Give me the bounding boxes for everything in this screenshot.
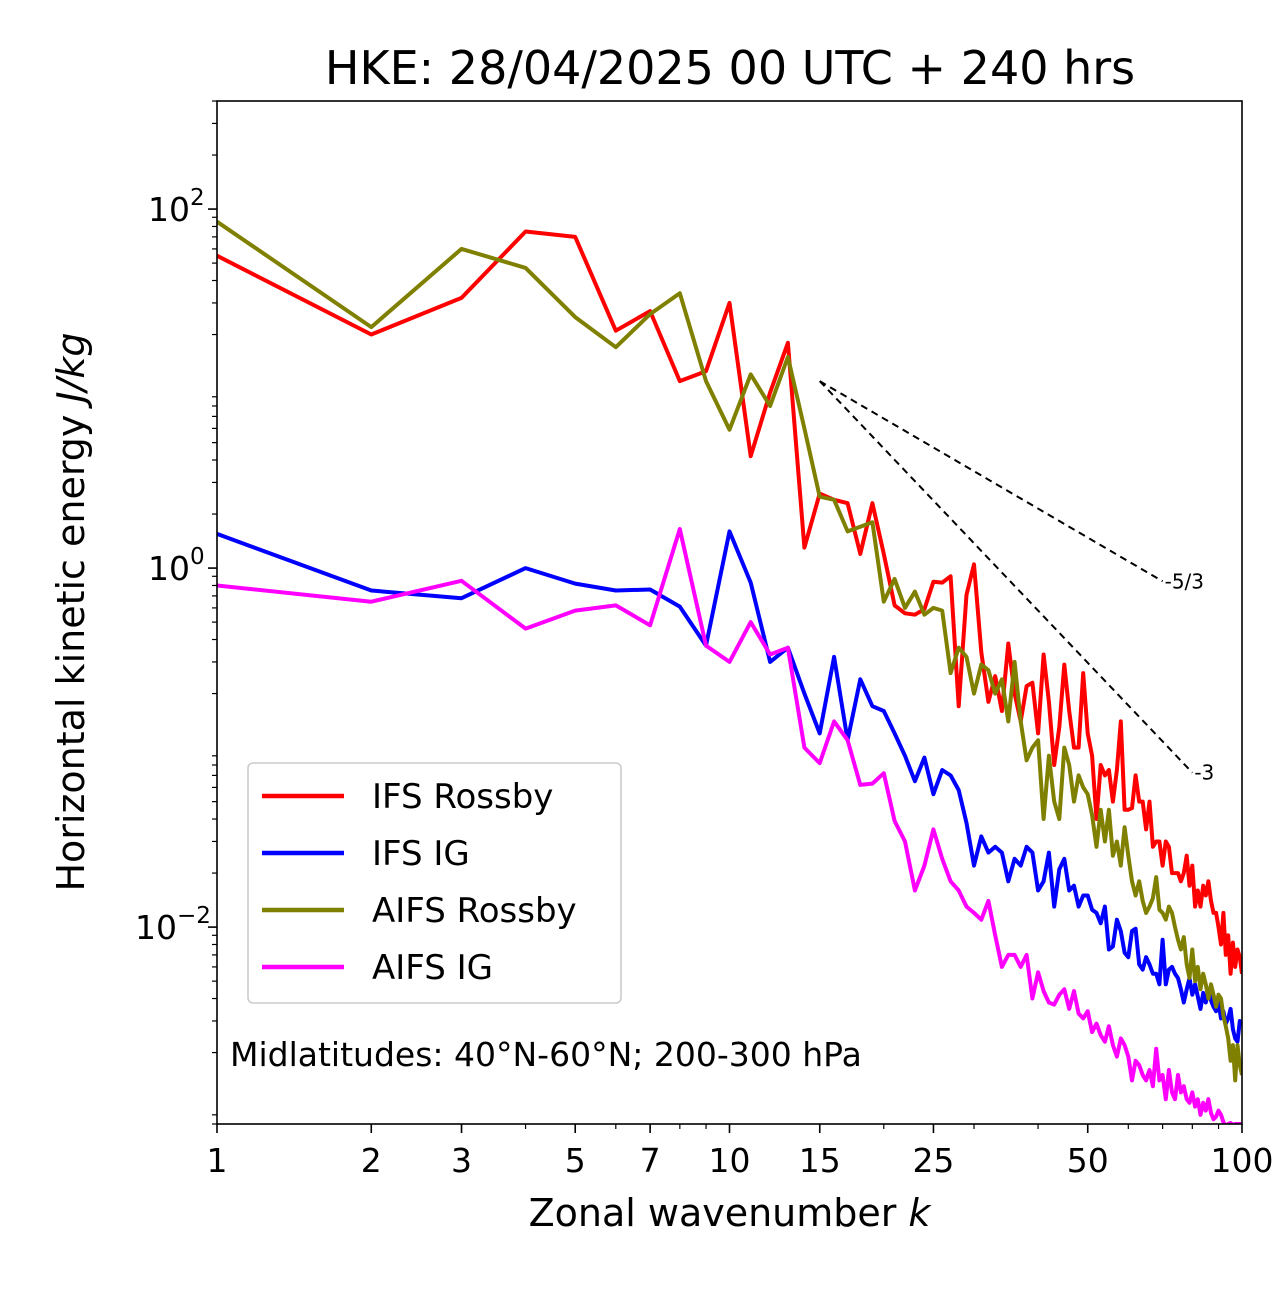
x-tick-label: 2 — [361, 1141, 382, 1180]
legend-box — [247, 762, 622, 1004]
y-tick-label: 10 −2 — [135, 903, 211, 947]
x-axis-label-symbol: k — [908, 1191, 932, 1235]
x-tick-label: 5 — [565, 1141, 586, 1180]
y-tick-label-exponent: 0 — [190, 544, 205, 570]
x-tick-label: 50 — [1067, 1141, 1109, 1180]
y-axis-label-text: Horizontal kinetic energy — [49, 415, 93, 892]
x-axis-label-text: Zonal wavenumber — [529, 1191, 897, 1235]
chart-title: HKE: 28/04/2025 00 UTC + 240 hrs — [325, 41, 1135, 95]
series-line-ifs-ig — [217, 529, 1242, 1044]
reference-slope-label: -5/3 — [1165, 569, 1204, 593]
y-tick-label: 10 2 — [148, 185, 205, 229]
y-tick-label-base: 10 — [148, 190, 190, 229]
legend-label: IFS Rossby — [372, 777, 553, 817]
series-line-aifs-rossby — [217, 220, 1242, 1083]
y-axis-label: Horizontal kinetic energy J/kg — [49, 332, 93, 891]
y-axis-label-unit: J/kg — [49, 332, 93, 409]
legend-label: AIFS Rossby — [372, 891, 577, 931]
reference-slope-line — [819, 380, 1194, 774]
x-tick-label: 7 — [640, 1141, 661, 1180]
y-tick-label-exponent: 2 — [190, 185, 205, 211]
x-tick-label: 3 — [451, 1141, 472, 1180]
series-layer — [217, 220, 1242, 1124]
x-tick-label: 15 — [799, 1141, 841, 1180]
x-tick-label: 1 — [207, 1141, 228, 1180]
x-axis-label: Zonal wavenumber k — [529, 1191, 933, 1235]
series-line-aifs-ig — [217, 527, 1242, 1124]
region-annotation: Midlatitudes: 40°N-60°N; 200-300 hPa — [230, 1035, 862, 1074]
y-tick-label: 10 0 — [148, 544, 205, 588]
x-tick-label: 100 — [1211, 1141, 1274, 1180]
y-tick-label-base: 10 — [135, 908, 177, 947]
y-tick-label-exponent: −2 — [177, 903, 211, 929]
reference-slope-line — [819, 380, 1164, 583]
reference-slope-layer: -5/3 -3 — [819, 380, 1214, 785]
reference-slope-label: -3 — [1194, 761, 1214, 785]
legend-label: AIFS IG — [372, 948, 493, 988]
x-tick-label: 25 — [912, 1141, 954, 1180]
legend-label: IFS IG — [372, 834, 470, 874]
y-tick-label-base: 10 — [148, 549, 190, 588]
legend: IFS Rossby IFS IG AIFS Rossby AIFS IG — [247, 762, 622, 1004]
x-tick-label: 10 — [709, 1141, 751, 1180]
